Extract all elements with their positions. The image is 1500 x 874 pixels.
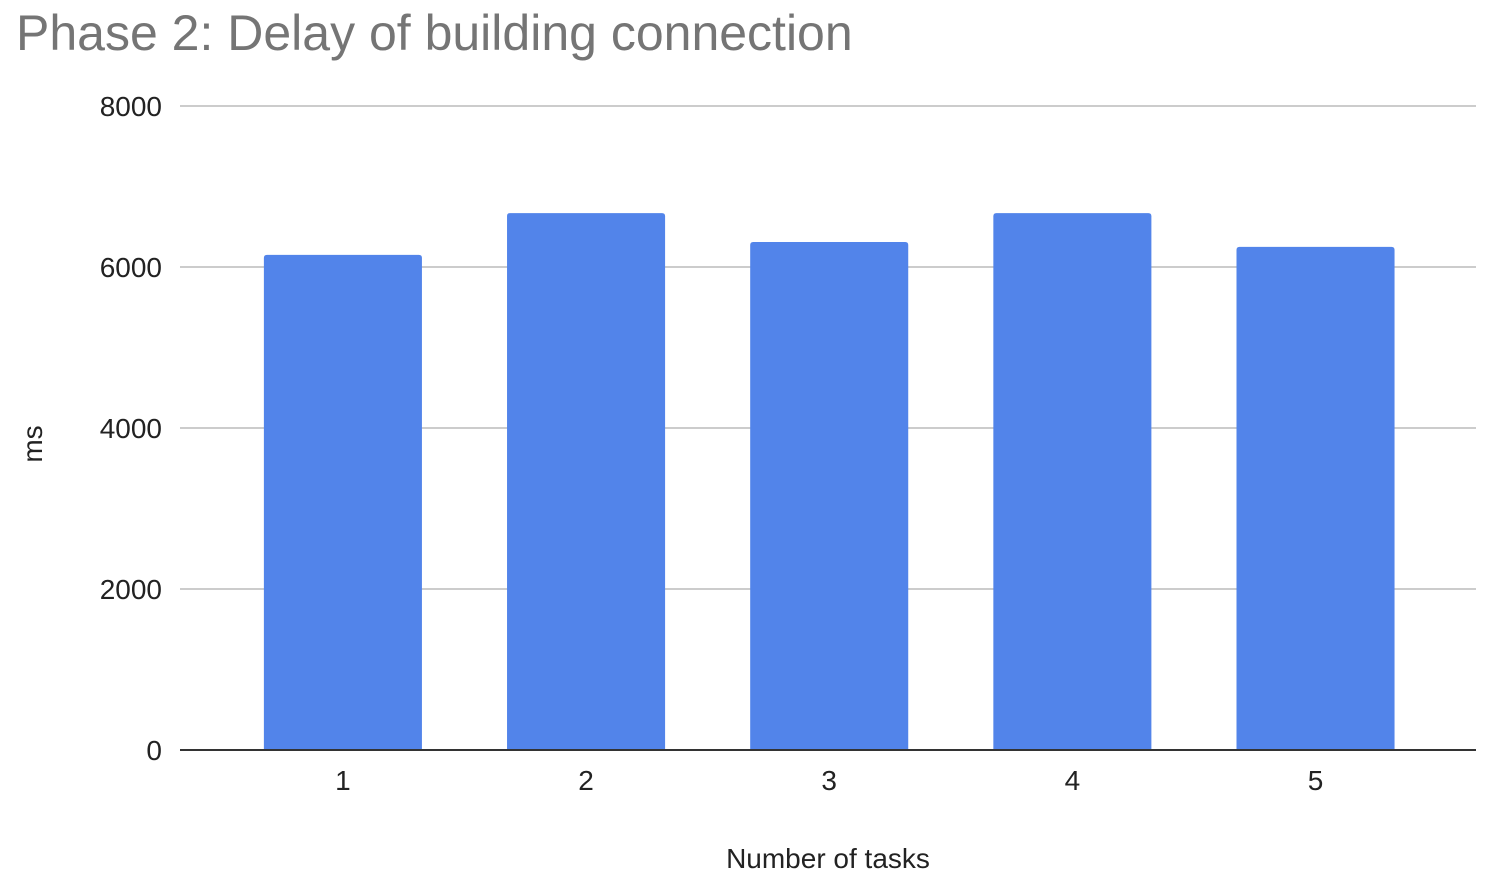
y-tick-label: 8000 bbox=[100, 91, 162, 122]
y-tick-label: 2000 bbox=[100, 574, 162, 605]
x-axis-label: Number of tasks bbox=[726, 843, 930, 874]
x-tick-label: 4 bbox=[1065, 765, 1081, 796]
chart-title: Phase 2: Delay of building connection bbox=[16, 5, 853, 61]
y-tick-label: 0 bbox=[146, 735, 162, 766]
bar bbox=[750, 242, 909, 751]
y-tick-label: 6000 bbox=[100, 252, 162, 283]
y-tick-labels: 0 2000 4000 6000 8000 bbox=[100, 91, 162, 766]
x-tick-label: 5 bbox=[1308, 765, 1324, 796]
bar bbox=[993, 213, 1152, 750]
bar bbox=[507, 213, 666, 750]
x-tick-label: 3 bbox=[821, 765, 837, 796]
bar bbox=[263, 254, 422, 751]
x-tick-label: 2 bbox=[578, 765, 594, 796]
x-tick-labels: 1 2 3 4 5 bbox=[335, 765, 1323, 796]
y-axis-label: ms bbox=[17, 425, 48, 462]
bar bbox=[1236, 246, 1395, 750]
y-tick-label: 4000 bbox=[100, 413, 162, 444]
x-tick-label: 1 bbox=[335, 765, 351, 796]
bars bbox=[263, 213, 1395, 751]
